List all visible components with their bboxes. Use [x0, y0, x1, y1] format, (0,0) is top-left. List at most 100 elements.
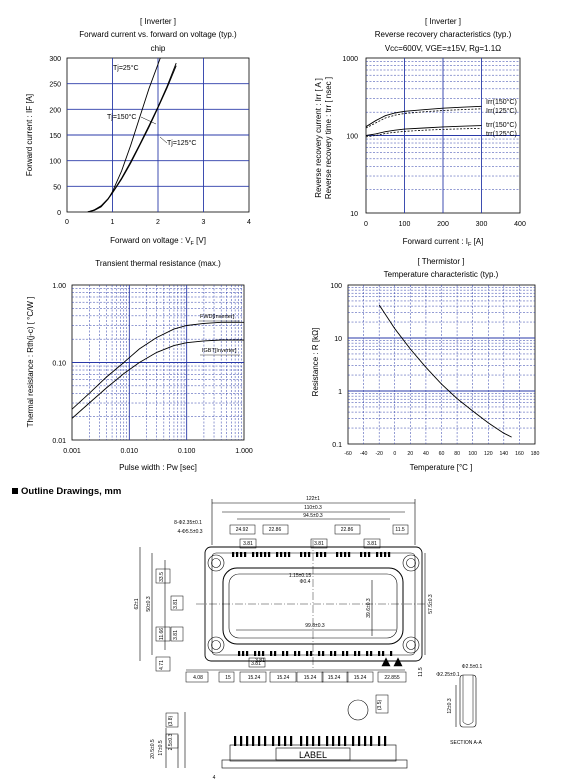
side-pin: [234, 736, 237, 746]
grid: [366, 58, 520, 213]
grid: [72, 285, 244, 440]
y-tick: 1000: [342, 56, 358, 63]
terminal-pin: [258, 651, 261, 656]
y-tick: 100: [49, 159, 61, 166]
leader-line: [159, 136, 168, 144]
x-tick: 400: [514, 221, 526, 228]
terminal-pin: [348, 552, 351, 557]
dim-text: Φ2.5±0.1: [462, 664, 483, 670]
side-pin: [378, 736, 381, 746]
dim-text: 3.81: [173, 630, 179, 640]
dim-text: 12±0.3: [447, 698, 453, 713]
annotation-fwd: FWD[Inverter]: [200, 314, 235, 320]
side-pin: [284, 736, 287, 746]
mount-hole-inner: [211, 558, 221, 568]
x-axis-label: Forward on voltage : VF [V]: [110, 236, 206, 247]
dim-box: [310, 538, 328, 549]
dim-text: 3.81: [367, 541, 377, 547]
dim-text: 22.855: [384, 675, 400, 681]
terminal-pin: [388, 552, 391, 557]
dim-text: 1.15±0.15: [289, 573, 311, 579]
y-tick: 10: [334, 336, 342, 343]
terminal-pin: [300, 552, 303, 557]
side-pin: [252, 736, 255, 746]
terminal-pin: [316, 552, 319, 557]
terminal-pin: [264, 552, 267, 557]
dim-box: [377, 671, 407, 683]
dim-text: 4.71: [159, 660, 165, 670]
side-pin: [352, 736, 355, 746]
dim-box: [363, 538, 381, 549]
terminal-pin: [244, 552, 247, 557]
dim-box: [170, 626, 184, 642]
dim-box: [248, 657, 266, 668]
thermistor-chart: [ Thermistor ] Temperature characteristi…: [311, 257, 539, 472]
dim-text: 20.5±0.5: [150, 739, 156, 759]
dim-box: [229, 524, 256, 535]
y-ticks: 0 50 100 150 200 250 300: [49, 56, 61, 217]
side-pin: [326, 736, 329, 746]
plot-frame: [347, 284, 536, 445]
terminal-pin: [382, 651, 385, 656]
terminal-pin: [384, 552, 387, 557]
terminal-pin: [334, 651, 337, 656]
x-tick: 0.001: [63, 448, 81, 455]
y-tick: 150: [49, 133, 61, 140]
side-pin: [370, 736, 373, 746]
annotation-tj125: Tj=125°C: [167, 139, 196, 147]
terminal-pin: [320, 552, 323, 557]
terminal-pin: [268, 552, 271, 557]
dim-text: 50±0.3: [146, 596, 152, 611]
terminal-pin: [260, 552, 263, 557]
annotation-irr150: Irr(150°C): [486, 98, 517, 106]
terminal-pin: [310, 651, 313, 656]
x-ticks: -60 -40 -20 0 20 40 60 80 100 120 140 160 180: [344, 451, 539, 457]
terminal-pin: [236, 552, 239, 557]
side-pin: [312, 736, 315, 746]
y-tick: 100: [346, 134, 358, 141]
dim-text: 57.5±0.3: [428, 594, 434, 614]
side-pin: [290, 736, 293, 746]
dim-text: 15.24: [277, 675, 290, 681]
x-tick: 0.100: [178, 448, 196, 455]
dim-text: Φ0.4: [300, 579, 311, 585]
terminal-pin: [256, 552, 259, 557]
dim-box: [155, 568, 171, 584]
dim-box: [321, 671, 349, 683]
side-pin: [278, 736, 281, 746]
x-tick: 3: [202, 219, 206, 226]
terminal-pin: [324, 552, 327, 557]
dim-text: 15: [225, 675, 231, 681]
pin-rows: [155, 524, 409, 749]
dim-text: 3.81: [314, 541, 324, 547]
side-pin: [264, 736, 267, 746]
terminal-pin: [330, 651, 333, 656]
x-tick: -20: [375, 451, 383, 457]
dim-box: [170, 595, 184, 611]
dim-text: 22.86: [269, 527, 282, 533]
x-tick: 2: [156, 219, 160, 226]
terminal-pin: [308, 552, 311, 557]
annotation-tj150: Tj=150°C: [107, 113, 136, 121]
x-tick: 1: [111, 219, 115, 226]
terminal-pin: [262, 651, 265, 656]
terminal-pin: [390, 651, 393, 656]
dim-box: [165, 712, 179, 728]
y-tick: 0: [57, 210, 61, 217]
terminal-pin: [254, 651, 257, 656]
dim-text: 99.8±0.3: [305, 623, 325, 629]
x-ticks: 0 1 2 3 4: [65, 219, 251, 226]
y-axis-label: Forward current : IF [A]: [25, 94, 34, 176]
dim-box: [218, 671, 235, 683]
y-ticks: 10 100 1000: [342, 56, 358, 218]
dim-text: 11.66: [159, 628, 165, 640]
dim-box: [239, 538, 257, 549]
terminal-pin: [380, 552, 383, 557]
outline-heading-text: Outline Drawings, mm: [21, 486, 122, 497]
x-tick: 100: [399, 221, 411, 228]
dim-text: 8-Φ2.35±0.1: [174, 520, 202, 526]
outline-drawing: [139, 499, 477, 769]
section-marker: [381, 657, 391, 667]
x-tick: 20: [407, 451, 413, 457]
y-tick: 1.00: [52, 283, 66, 290]
